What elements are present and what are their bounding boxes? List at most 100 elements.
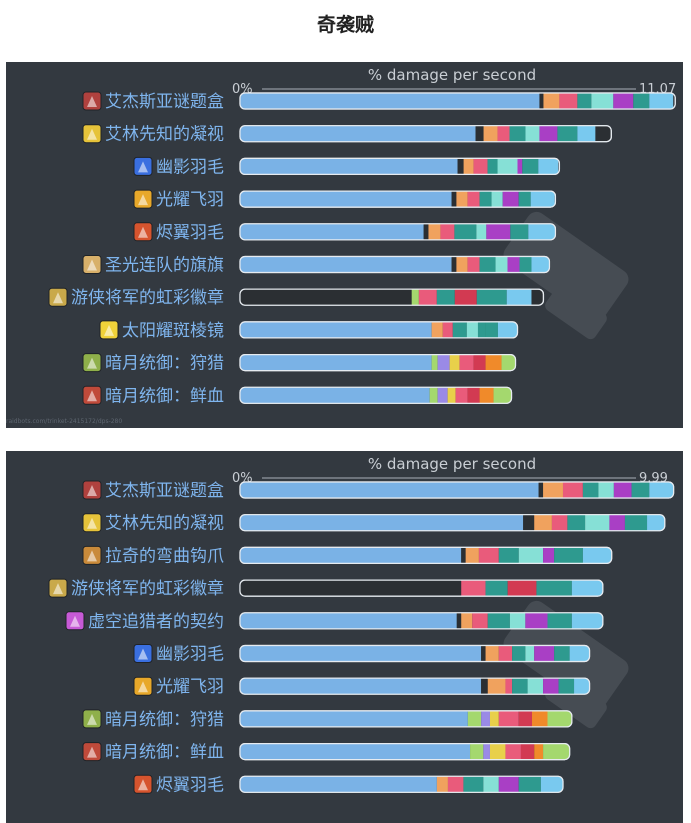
bar-segment: [530, 191, 555, 208]
bar-row[interactable]: 艾林先知的凝视: [82, 124, 612, 145]
bar-border: [239, 579, 604, 597]
bar-border: [239, 354, 517, 372]
bar-row[interactable]: 幽影羽毛: [133, 156, 561, 177]
icon-glyph: [53, 583, 63, 595]
bar-row[interactable]: 暗月统御：鲜血: [82, 742, 571, 763]
icon-glyph: [87, 550, 97, 562]
bar-segment: [528, 223, 556, 240]
bar-border: [239, 546, 613, 565]
bar-segment: [609, 514, 625, 531]
bar-row[interactable]: 暗月统御：鲜血: [82, 385, 513, 406]
bar-label: 艾林先知的凝视: [105, 514, 224, 534]
bar-segment: [525, 125, 540, 142]
bar-segment: [437, 354, 450, 371]
icon-glyph: [87, 485, 97, 496]
bar-segment: [518, 191, 531, 208]
bar-segment: [554, 547, 583, 564]
bar-segment: [467, 387, 480, 404]
bar-segment: [633, 93, 650, 109]
bar-segment: [547, 710, 572, 727]
bar-border: [239, 677, 591, 695]
bar-segment: [467, 191, 480, 208]
bar-border: [239, 288, 545, 306]
bar-segment: [481, 678, 488, 695]
bar-segment: [477, 321, 486, 338]
bar-row[interactable]: 虚空追猎者的契约: [65, 611, 604, 632]
bar-segment: [473, 354, 486, 371]
bar-segment: [525, 645, 535, 662]
bar-segment: [466, 321, 478, 338]
icon-glyph: [104, 324, 114, 336]
bar-label: 光耀飞羽: [156, 677, 224, 697]
bar-row[interactable]: 艾杰斯亚谜题盒: [82, 480, 675, 501]
bar-segment: [479, 191, 492, 208]
bar-row[interactable]: 暗月统御：狩猎: [82, 353, 517, 374]
page-title: 奇袭贼: [316, 14, 374, 36]
icon-glyph: [87, 746, 97, 758]
bar-label: 虚空追猎者的契约: [88, 612, 224, 632]
bar-segment: [523, 514, 535, 531]
bar-segment: [457, 158, 464, 175]
bar-segment: [543, 482, 563, 498]
bar-segment: [461, 612, 473, 629]
bar-segment: [510, 223, 529, 240]
bar-segment: [613, 482, 632, 498]
bar-label: 幽影羽毛: [156, 645, 224, 665]
bar-segment: [557, 125, 578, 142]
bar-row[interactable]: 烬翼羽毛: [133, 222, 557, 243]
bar-row[interactable]: 拉奇的弯曲钩爪: [82, 545, 613, 566]
bar-border: [239, 223, 557, 241]
bar-segment: [449, 354, 460, 371]
icon-glyph: [70, 615, 80, 627]
bar-segment: [454, 289, 477, 306]
icon-glyph: [87, 517, 97, 529]
icon-glyph: [138, 648, 148, 660]
bar-segment: [476, 223, 487, 240]
bar-row[interactable]: 光耀飞羽: [133, 189, 557, 210]
bar-segment: [495, 256, 508, 273]
bar-segment: [498, 776, 519, 793]
bar-label: 幽影羽毛: [156, 157, 224, 177]
bar-row[interactable]: 幽影羽毛: [133, 644, 591, 665]
bar-segment: [436, 776, 448, 793]
bar-segment: [554, 645, 570, 662]
bar-segment: [543, 547, 555, 564]
bar-base-segment: [240, 482, 539, 498]
bar-label: 太阳耀斑棱镜: [122, 321, 224, 341]
bar-row[interactable]: 烬翼羽毛: [133, 774, 564, 795]
bar-base-segment: [240, 387, 430, 404]
bar-border: [239, 612, 604, 630]
bar-segment: [571, 612, 603, 629]
bar-label: 烬翼羽毛: [156, 775, 224, 795]
bar-border: [239, 92, 676, 110]
bar-segment: [498, 710, 519, 727]
bar-segment: [485, 354, 502, 371]
bar-row[interactable]: 光耀飞羽: [133, 676, 591, 697]
bar-segment: [451, 256, 457, 273]
bar-segment: [456, 612, 462, 629]
bar-segment: [525, 612, 548, 629]
bar-segment: [501, 354, 516, 371]
bar-base-segment: [240, 743, 471, 760]
bar-row[interactable]: 太阳耀斑棱镜: [99, 320, 519, 341]
bar-row[interactable]: 艾林先知的凝视: [82, 513, 666, 534]
bar-row[interactable]: 游侠将军的虹彩徽章: [48, 287, 545, 308]
bar-segment: [582, 547, 612, 564]
bar-segment: [436, 289, 455, 306]
bar-segment: [483, 125, 498, 142]
bar-segment: [518, 547, 544, 564]
bar-segment: [454, 223, 477, 240]
bar-segment: [512, 645, 526, 662]
bar-row[interactable]: 圣光连队的旗旗: [82, 255, 551, 276]
bar-segment: [543, 678, 559, 695]
bar-row[interactable]: 游侠将军的虹彩徽章: [48, 578, 604, 599]
bar-row[interactable]: 艾杰斯亚谜题盒: [82, 91, 676, 112]
bar-label: 烬翼羽毛: [156, 223, 224, 243]
icon-glyph: [87, 96, 97, 107]
bar-base-segment: [240, 710, 468, 727]
icon-glyph: [87, 390, 97, 402]
bar-segment: [582, 482, 599, 498]
bar-base-segment: [240, 125, 476, 142]
bar-row[interactable]: 暗月统御：狩猎: [82, 709, 573, 730]
